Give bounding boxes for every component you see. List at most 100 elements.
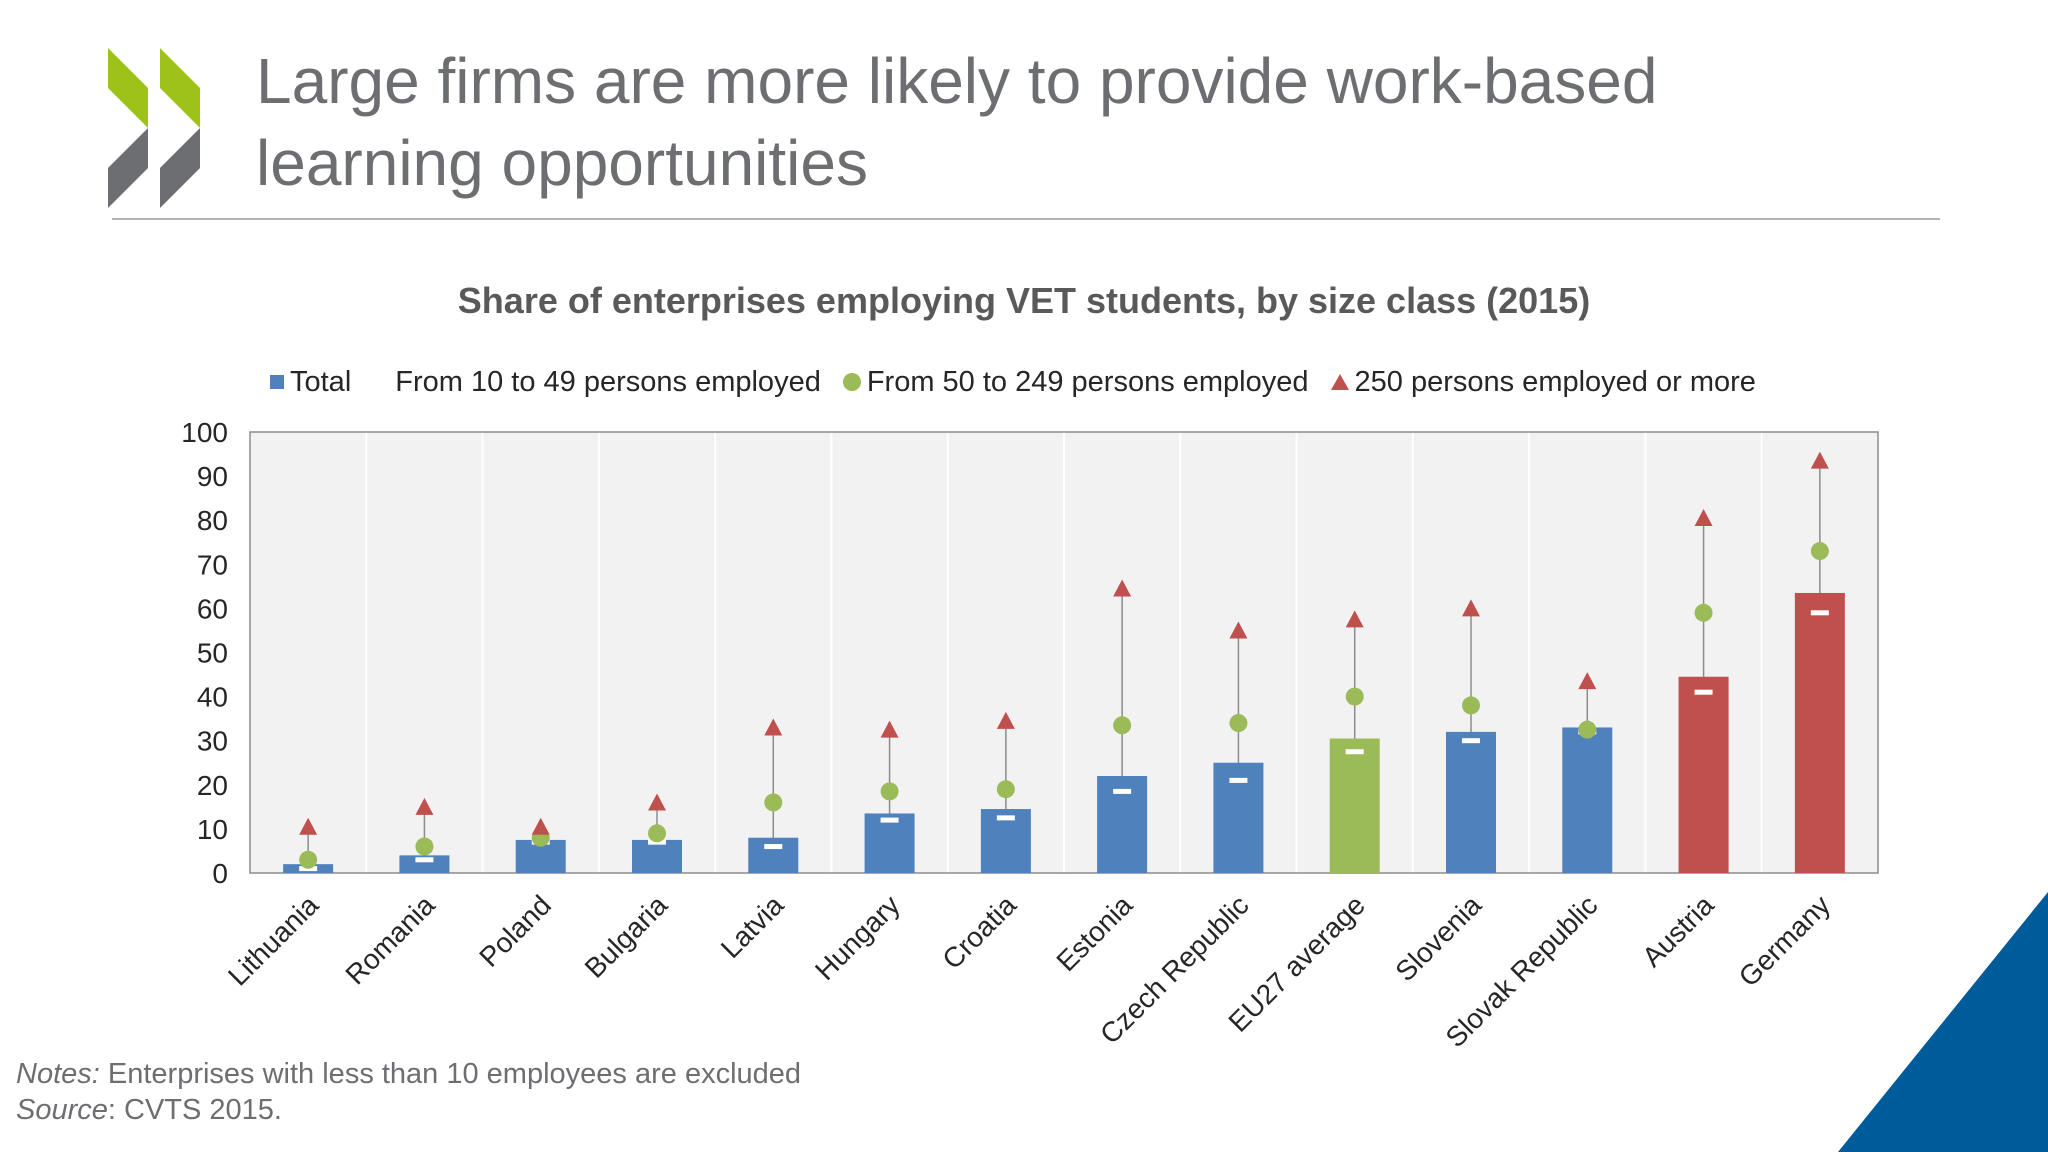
- marker-small-dash: [415, 857, 434, 863]
- bar-total: [748, 837, 799, 873]
- y-tick-label: 80: [197, 505, 228, 536]
- slide-title: Large firms are more likely to provide w…: [256, 40, 1956, 204]
- y-tick-label: 10: [197, 814, 228, 845]
- logo-chevron-green-right: [160, 48, 200, 128]
- bar-total: [1329, 738, 1380, 873]
- source-line: Source: CVTS 2015.: [16, 1092, 801, 1128]
- y-tick-label: 0: [212, 858, 228, 889]
- y-tick-label: 50: [197, 638, 228, 669]
- marker-medium-circle: [1229, 714, 1248, 733]
- chart-legend: Total From 10 to 49 persons employed Fro…: [270, 362, 1778, 402]
- marker-small-dash: [764, 844, 783, 850]
- marker-medium-circle: [299, 850, 318, 869]
- x-tick-label: Austria: [1636, 889, 1720, 973]
- marker-medium-circle: [996, 780, 1015, 799]
- x-tick-label: Romania: [340, 889, 441, 990]
- x-tick-label: Bulgaria: [579, 889, 674, 984]
- source-label: Source: [16, 1094, 108, 1126]
- oecd-chevron-logo: [108, 48, 200, 208]
- marker-medium-circle: [1462, 696, 1480, 715]
- marker-small-dash: [996, 815, 1015, 821]
- legend-label-medium: From 50 to 249 persons employed: [866, 365, 1309, 398]
- logo-chevron-grey-left: [108, 128, 148, 208]
- bar-total: [1794, 592, 1845, 873]
- y-tick-label: 90: [197, 461, 228, 492]
- legend-circle-icon: [842, 373, 861, 391]
- y-tick-label: 30: [197, 726, 228, 757]
- marker-small-dash: [880, 817, 899, 823]
- marker-large-triangle: [1578, 672, 1597, 690]
- legend-label-total: Total: [290, 365, 352, 398]
- marker-large-triangle: [531, 817, 550, 835]
- marker-small-dash: [1345, 749, 1364, 755]
- marker-large-triangle: [1694, 508, 1713, 526]
- marker-large-triangle: [1229, 621, 1248, 639]
- marker-medium-circle: [764, 793, 783, 812]
- marker-large-triangle: [996, 711, 1015, 729]
- marker-large-triangle: [1810, 451, 1829, 469]
- x-tick-label: Hungary: [809, 889, 906, 986]
- y-tick-label: 100: [181, 417, 228, 448]
- marker-medium-circle: [880, 782, 899, 801]
- marker-large-triangle: [299, 817, 318, 835]
- marker-medium-circle: [648, 824, 666, 843]
- marker-small-dash: [1229, 777, 1248, 783]
- notes-text: Enterprises with less than 10 employees …: [99, 1058, 802, 1090]
- legend-square-icon: [270, 375, 284, 389]
- bar-total: [632, 839, 682, 873]
- marker-medium-circle: [1113, 716, 1132, 735]
- y-tick-label: 40: [197, 682, 228, 713]
- corner-triangle-shape: [1838, 892, 2048, 1152]
- x-tick-label: Slovenia: [1389, 889, 1487, 987]
- legend-item-medium: From 50 to 249 persons employed: [842, 365, 1309, 399]
- source-text: : CVTS 2015.: [107, 1094, 282, 1126]
- marker-medium-circle: [1345, 687, 1364, 706]
- logo-chevron-green-left: [108, 48, 148, 128]
- marker-large-triangle: [1113, 579, 1132, 597]
- x-tick-label: Germany: [1733, 889, 1836, 992]
- marker-small-dash: [1810, 610, 1829, 616]
- marker-small-dash: [1113, 788, 1132, 794]
- chart-title: Share of enterprises employing VET stude…: [457, 280, 1591, 321]
- blue-corner-triangle: [1838, 892, 2048, 1152]
- marker-medium-circle: [1810, 542, 1829, 561]
- y-tick-label: 20: [197, 770, 228, 801]
- bar-total: [1446, 731, 1496, 873]
- slide-title-line-1: Large firms are more likely to provide w…: [256, 45, 1658, 117]
- legend-item-large: 250 persons employed or more: [1330, 366, 1756, 399]
- marker-large-triangle: [1462, 599, 1480, 617]
- marker-large-triangle: [1345, 610, 1364, 628]
- marker-large-triangle: [880, 720, 899, 738]
- notes-label: Notes:: [16, 1058, 100, 1090]
- marker-medium-circle: [1578, 720, 1597, 739]
- x-tick-label: Estonia: [1050, 889, 1138, 977]
- legend-item-total: Total: [270, 366, 351, 399]
- bar-total: [1678, 676, 1729, 873]
- bar-total: [399, 855, 450, 873]
- marker-small-dash: [1462, 738, 1480, 744]
- chart-notes: Notes: Enterprises with less than 10 emp…: [16, 1056, 801, 1128]
- marker-medium-circle: [415, 837, 434, 856]
- slide-title-line-2: learning opportunities: [256, 127, 868, 199]
- marker-large-triangle: [648, 793, 666, 811]
- x-tick-label: Croatia: [936, 889, 1022, 975]
- legend-item-small: From 10 to 49 persons employed: [373, 366, 821, 399]
- legend-label-small: From 10 to 49 persons employed: [395, 365, 821, 398]
- logo-chevron-grey-right: [160, 128, 200, 208]
- marker-small-dash: [1694, 689, 1713, 695]
- notes-line: Notes: Enterprises with less than 10 emp…: [16, 1056, 801, 1092]
- y-tick-label: 70: [197, 549, 228, 580]
- legend-triangle-icon: [1330, 374, 1349, 390]
- marker-medium-circle: [1694, 603, 1713, 622]
- bar-total: [864, 813, 915, 873]
- x-tick-label: Poland: [473, 889, 557, 973]
- y-tick-label: 60: [197, 593, 228, 624]
- x-tick-label: Lithuania: [222, 889, 325, 992]
- plot-border: [249, 431, 1879, 874]
- marker-large-triangle: [764, 718, 783, 736]
- x-tick-label: Latvia: [715, 889, 790, 964]
- marker-large-triangle: [415, 797, 434, 815]
- title-divider: [112, 218, 1940, 220]
- bar-total: [1562, 727, 1613, 873]
